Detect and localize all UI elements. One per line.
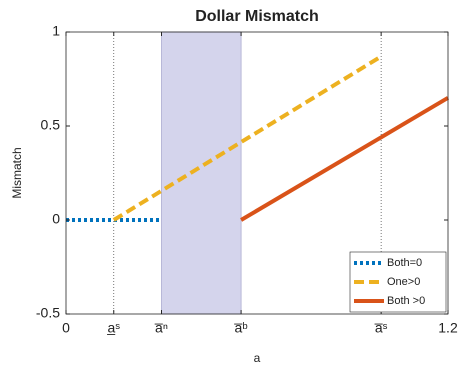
series-line bbox=[240, 96, 450, 222]
x-tick-label: a̅ˢ bbox=[374, 320, 388, 336]
y-axis-label: Mismatch bbox=[10, 147, 24, 198]
plot-frame bbox=[65, 31, 449, 315]
y-tick-label: 0 bbox=[52, 211, 60, 227]
x-tick-label: 0 bbox=[62, 320, 70, 336]
x-axis-label: a bbox=[254, 351, 261, 365]
y-tick-label: 0.5 bbox=[41, 117, 61, 133]
y-tick-label: -0.5 bbox=[36, 305, 60, 321]
chart-title: Dollar Mismatch bbox=[195, 8, 319, 25]
y-tick-label: 1 bbox=[52, 23, 60, 39]
x-tick-label: a̲ˢ bbox=[106, 320, 120, 336]
legend-label: One>0 bbox=[387, 276, 420, 288]
x-tick-label: a̅ᵇ bbox=[233, 320, 247, 336]
x-tick-label: a̅ⁿ bbox=[154, 320, 168, 336]
legend-label: Both=0 bbox=[387, 257, 422, 269]
x-tick-label: 1.2 bbox=[438, 320, 458, 336]
series-line bbox=[112, 54, 383, 222]
shaded-region bbox=[161, 31, 242, 315]
legend-label: Both >0 bbox=[387, 295, 425, 307]
